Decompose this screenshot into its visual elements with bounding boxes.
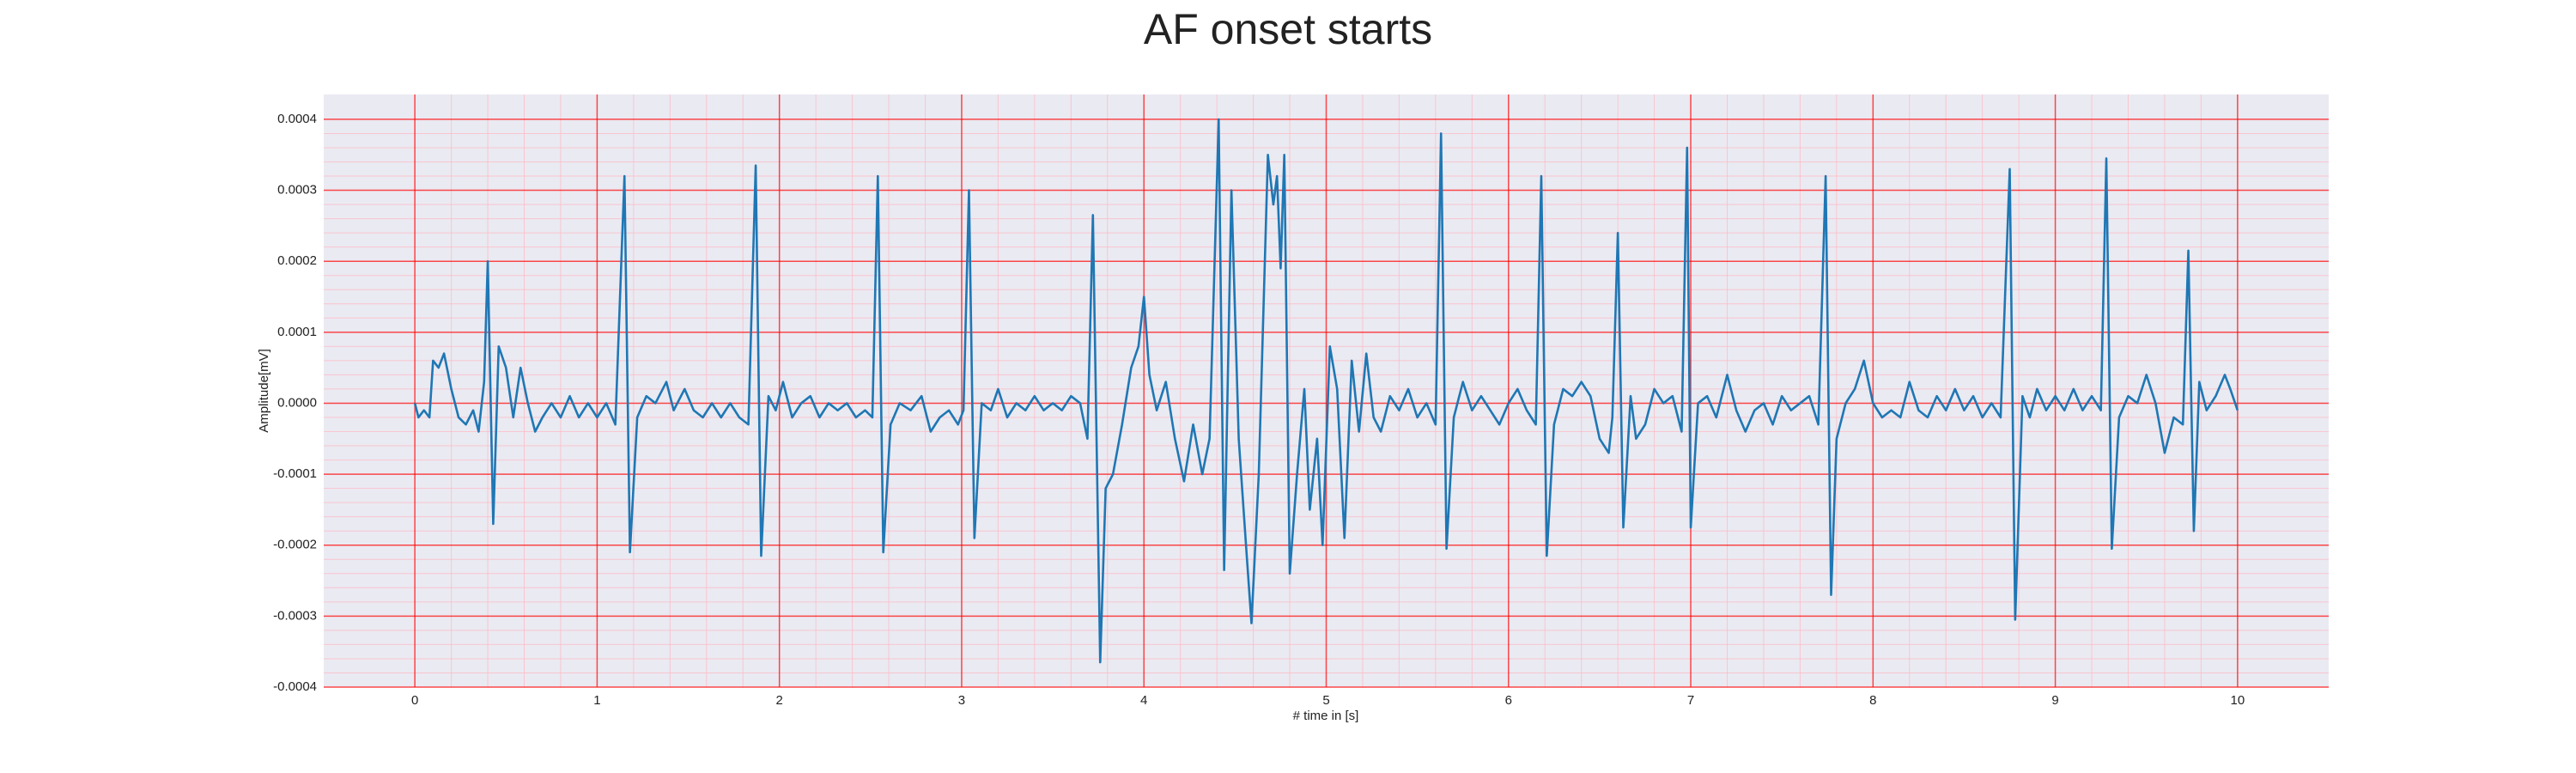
x-tick-label: 5 (1322, 693, 1329, 708)
x-tick-label: 0 (411, 693, 418, 708)
x-tick-label: 1 (593, 693, 600, 708)
x-tick-label: 9 (2051, 693, 2058, 708)
x-tick-label: 2 (776, 693, 783, 708)
x-tick-label: 3 (958, 693, 965, 708)
y-tick-label: -0.0001 (273, 466, 317, 481)
line-series (413, 118, 2239, 664)
x-tick-label: 8 (1869, 693, 1876, 708)
y-tick-label: 0.0003 (277, 183, 317, 198)
x-tick-label: 7 (1687, 693, 1694, 708)
y-axis-label: Amplitude[mV] (257, 349, 271, 433)
y-tick-label: 0.0000 (277, 395, 317, 410)
chart-title: AF onset starts (1144, 5, 1432, 53)
marks (413, 118, 2239, 664)
y-tick-label: -0.0002 (273, 538, 317, 552)
x-tick-label: 10 (2231, 693, 2245, 708)
y-tick-label: -0.0004 (273, 679, 317, 694)
y-tick-label: 0.0001 (277, 325, 317, 339)
y-tick-label: 0.0002 (277, 253, 317, 268)
grid (324, 94, 2329, 688)
y-tick-label: -0.0003 (273, 608, 317, 623)
x-tick-label: 6 (1505, 693, 1512, 708)
y-tick-label: 0.0004 (277, 112, 317, 126)
x-axis-label: # time in [s] (1293, 709, 1359, 723)
x-tick-label: 4 (1140, 693, 1147, 708)
